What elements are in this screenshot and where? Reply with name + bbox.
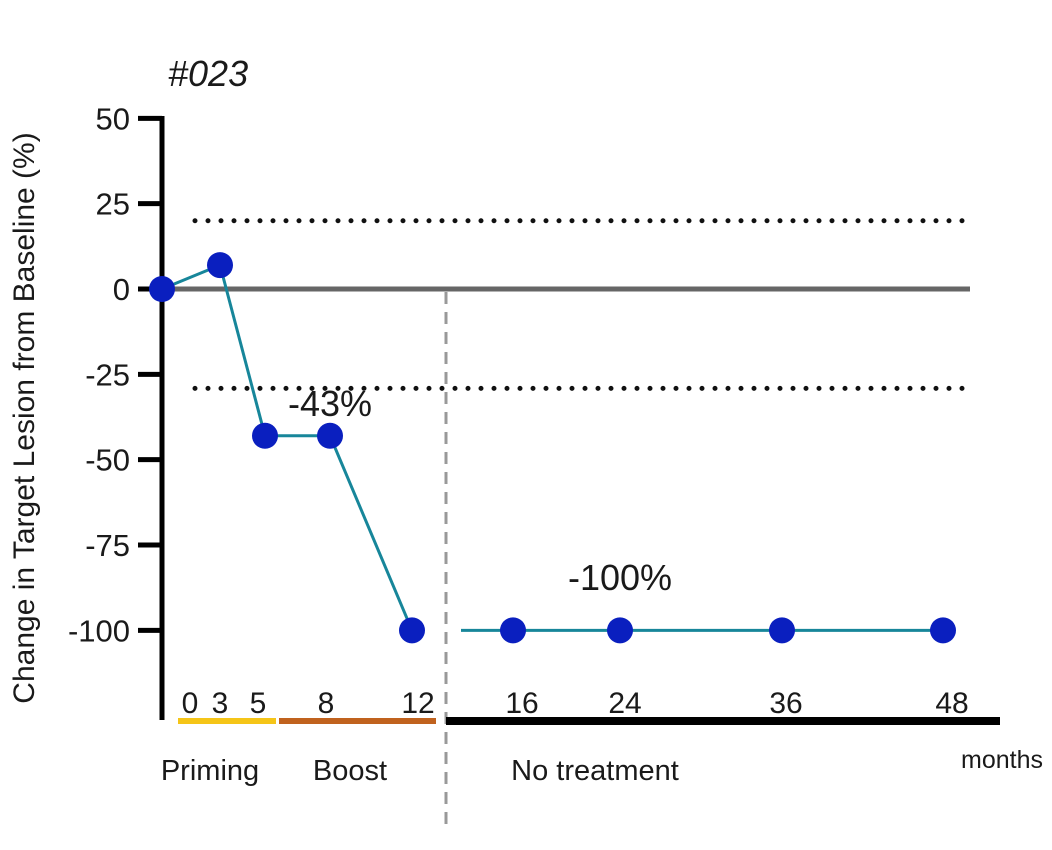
data-point — [607, 617, 633, 644]
phase-label-no-treatment: No treatment — [511, 755, 679, 787]
y-tick-label: -50 — [85, 443, 130, 478]
x-axis-unit-label: months — [961, 746, 1043, 774]
x-tick-label: 12 — [401, 687, 434, 720]
chart-title: #023 — [168, 53, 248, 94]
x-tick-label: 16 — [505, 687, 538, 720]
y-tick-label: -75 — [85, 528, 130, 563]
y-tick-label: 25 — [96, 187, 130, 222]
data-point — [500, 617, 526, 644]
annotation-minus-43: -43% — [288, 383, 372, 424]
y-tick-label: 0 — [113, 272, 130, 307]
phase-label-priming: Priming — [161, 755, 259, 787]
data-point — [399, 617, 425, 644]
x-tick-label: 0 — [182, 687, 199, 720]
data-point — [769, 617, 795, 644]
y-tick-label: -100 — [68, 613, 130, 648]
y-tick-label: -25 — [85, 357, 130, 392]
y-tick-label: 50 — [96, 101, 130, 136]
phase-label-boost: Boost — [313, 755, 387, 787]
x-tick-label: 5 — [250, 687, 267, 720]
x-tick-label: 3 — [212, 687, 229, 720]
series-line-treatment — [161, 263, 414, 631]
y-axis-label: Change in Target Lesion from Baseline (%… — [8, 132, 41, 703]
data-point — [930, 617, 956, 644]
data-point — [149, 276, 175, 302]
x-tick-label: 48 — [935, 687, 968, 720]
x-tick-label: 24 — [608, 687, 641, 720]
annotation-minus-100: -100% — [568, 557, 672, 598]
x-tick-label: 8 — [318, 687, 335, 720]
data-point — [252, 422, 278, 449]
data-point — [207, 252, 233, 279]
x-tick-label: 36 — [769, 687, 802, 720]
data-point — [317, 422, 343, 449]
